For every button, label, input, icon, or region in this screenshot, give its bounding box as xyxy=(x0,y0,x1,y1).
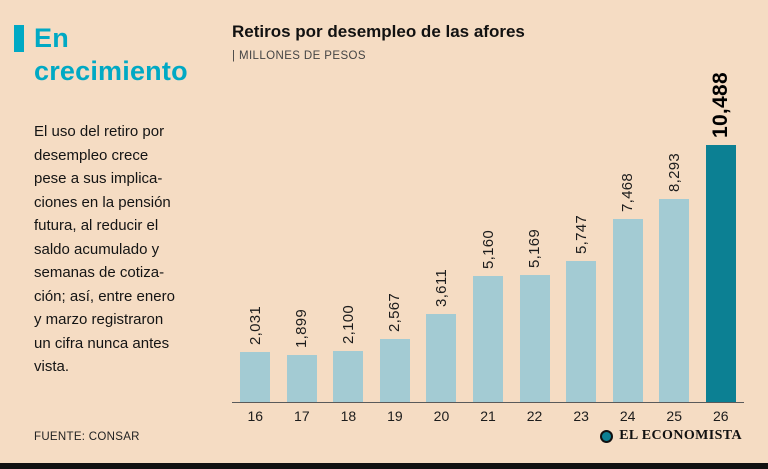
publisher-logo: EL ECONOMISTA xyxy=(600,428,742,444)
bar-value-label: 2,567 xyxy=(386,292,404,332)
x-tick-label: 16 xyxy=(247,408,264,424)
bar-value-label: 7,468 xyxy=(619,172,637,212)
chart-subtitle: | MILLONES DE PESOS xyxy=(232,50,366,62)
x-tick-label: 25 xyxy=(666,408,682,424)
bars-row: 2,031 1,899 2,100 2,567 3,611 5,160 5,169 5,747… xyxy=(232,72,744,402)
bar xyxy=(519,275,550,402)
x-tick-label: 22 xyxy=(526,408,543,424)
bar-value-label: 10,488 xyxy=(709,71,733,138)
x-tick-label: 26 xyxy=(712,408,729,424)
bar-column: 2,031 xyxy=(232,306,279,402)
sidebar-title-block: En crecimiento xyxy=(14,22,214,88)
x-tick-label: 18 xyxy=(340,408,357,424)
bar-value-label: 5,747 xyxy=(572,214,590,254)
bar xyxy=(426,314,457,402)
accent-block-icon xyxy=(14,25,24,52)
bar-column: 2,567 xyxy=(372,293,419,402)
bar-value-label: 2,031 xyxy=(246,305,264,345)
x-tick-label: 17 xyxy=(294,408,310,424)
x-tick-label: 21 xyxy=(480,408,496,424)
bar xyxy=(659,199,690,402)
bar xyxy=(286,355,317,402)
bar-value-label: 8,293 xyxy=(665,152,683,192)
bar-chart: 2,031 1,899 2,100 2,567 3,611 5,160 5,169 5,747… xyxy=(232,72,744,424)
page-title: En crecimiento xyxy=(34,23,188,86)
bar-value-label: 3,611 xyxy=(432,269,450,307)
bar-column: 2,100 xyxy=(325,305,372,402)
source-credit: FUENTE: CONSAR xyxy=(34,431,140,443)
bar-value-label: 2,100 xyxy=(339,304,357,344)
bar xyxy=(333,351,364,402)
bar-column: 5,747 xyxy=(558,215,605,402)
x-tick-label: 23 xyxy=(573,408,589,424)
publisher-name: EL ECONOMISTA xyxy=(619,428,742,443)
intro-paragraph: El uso del retiro por desempleo crece pe… xyxy=(34,123,175,375)
chart-title: Retiros por desempleo de las afores xyxy=(232,22,525,41)
x-tick-label: 20 xyxy=(433,408,450,424)
bar-value-label: 1,899 xyxy=(293,308,311,348)
bar-value-label: 5,169 xyxy=(526,228,544,268)
x-tick-label: 19 xyxy=(387,408,403,424)
bar xyxy=(612,219,643,402)
bar-column: 10,488 xyxy=(697,72,744,402)
bar-column: 3,611 xyxy=(418,269,465,402)
x-axis-line xyxy=(232,402,744,403)
bar-column: 5,169 xyxy=(511,229,558,402)
ticks-row: 16 17 18 19 20 21 22 23 24 25 26 xyxy=(232,408,744,424)
bar xyxy=(379,339,410,402)
bar xyxy=(473,276,503,402)
bar-value-label: 5,160 xyxy=(479,229,497,269)
publisher-globe-icon xyxy=(600,429,614,443)
bar xyxy=(566,261,597,402)
bar-column: 7,468 xyxy=(604,173,651,402)
bar-column: 5,160 xyxy=(465,230,512,402)
bar-column: 1,899 xyxy=(279,309,326,402)
bottom-rule xyxy=(0,463,768,469)
bar-column: 8,293 xyxy=(651,153,698,402)
x-tick-label: 24 xyxy=(619,408,636,424)
bar xyxy=(240,352,271,402)
bar xyxy=(705,145,736,402)
